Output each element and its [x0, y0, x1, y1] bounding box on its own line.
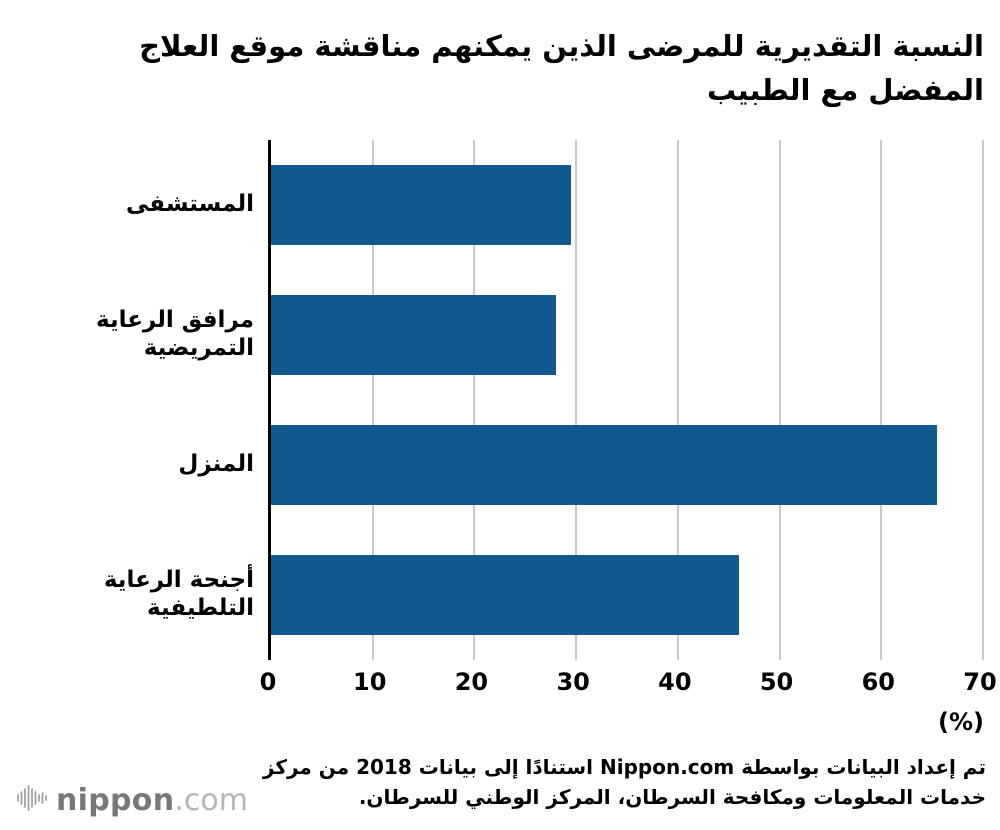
gridline: [676, 140, 679, 660]
x-axis-unit-label: (%): [938, 708, 984, 736]
bar: [271, 555, 739, 635]
category-label: مرافق الرعاية التمريضية: [96, 307, 254, 361]
gridline: [880, 140, 883, 660]
soundwave-icon: [16, 782, 48, 818]
chart-title: النسبة التقديرية للمرضى الذين يمكنهم منا…: [139, 29, 984, 107]
gridline: [778, 140, 781, 660]
gridline: [473, 140, 476, 660]
plot-area: [268, 140, 984, 660]
x-tick-label: 60: [861, 668, 895, 696]
x-tick-label: 30: [556, 668, 590, 696]
x-tick-label: 0: [259, 668, 277, 696]
x-tick-label: 70: [963, 668, 997, 696]
x-axis-ticks: 0 10 20 30 40 50 60 70: [260, 668, 997, 698]
gridline: [575, 140, 578, 660]
x-tick-label: 50: [759, 668, 794, 696]
category-label: أجنحة الرعاية التلطيفية: [103, 567, 254, 621]
gridline: [371, 140, 374, 660]
category-labels: المستشفى مرافق الرعاية التمريضية المنزل أجن…: [0, 140, 254, 660]
bar: [271, 165, 572, 245]
category-label: المنزل: [178, 451, 254, 478]
logo-name: nippon: [56, 782, 175, 818]
bar: [271, 295, 556, 375]
x-tick-label: 10: [353, 668, 387, 696]
bar: [271, 425, 938, 505]
source-note: تم إعداد البيانات بواسطة Nippon.com استن…: [262, 755, 986, 809]
gridline: [982, 140, 984, 660]
category-label: المستشفى: [126, 191, 254, 218]
logo-wordmark: nippon.com: [56, 783, 248, 818]
x-tick-label: 40: [658, 668, 692, 696]
logo-suffix: .com: [174, 782, 248, 818]
nippon-logo: nippon.com: [16, 782, 248, 818]
x-tick-label: 20: [454, 668, 489, 696]
